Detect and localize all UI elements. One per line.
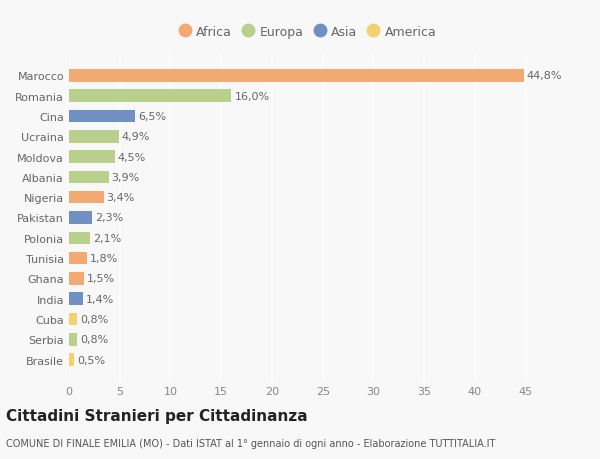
Bar: [69, 191, 104, 204]
Text: Cittadini Stranieri per Cittadinanza: Cittadini Stranieri per Cittadinanza: [6, 408, 308, 423]
Text: 3,4%: 3,4%: [107, 193, 135, 203]
Text: 2,3%: 2,3%: [95, 213, 124, 223]
Bar: [69, 293, 83, 305]
Text: 16,0%: 16,0%: [235, 91, 269, 101]
Legend: Africa, Europa, Asia, America: Africa, Europa, Asia, America: [175, 22, 440, 43]
Bar: [69, 151, 115, 163]
Bar: [69, 212, 92, 224]
Bar: [69, 252, 87, 265]
Text: 1,4%: 1,4%: [86, 294, 115, 304]
Bar: [69, 131, 119, 143]
Bar: [69, 90, 232, 103]
Text: COMUNE DI FINALE EMILIA (MO) - Dati ISTAT al 1° gennaio di ogni anno - Elaborazi: COMUNE DI FINALE EMILIA (MO) - Dati ISTA…: [6, 438, 496, 448]
Bar: [69, 313, 77, 325]
Text: 0,8%: 0,8%: [80, 335, 109, 345]
Bar: [69, 353, 74, 366]
Text: 4,9%: 4,9%: [122, 132, 150, 142]
Bar: [69, 273, 84, 285]
Text: 3,9%: 3,9%: [112, 173, 140, 183]
Text: 1,8%: 1,8%: [91, 253, 119, 263]
Text: 44,8%: 44,8%: [527, 71, 562, 81]
Bar: [69, 333, 77, 346]
Bar: [69, 111, 135, 123]
Text: 0,5%: 0,5%: [77, 355, 105, 365]
Text: 2,1%: 2,1%: [94, 233, 122, 243]
Bar: [69, 232, 91, 245]
Text: 4,5%: 4,5%: [118, 152, 146, 162]
Bar: [69, 171, 109, 184]
Text: 0,8%: 0,8%: [80, 314, 109, 325]
Text: 6,5%: 6,5%: [138, 112, 166, 122]
Bar: [69, 70, 524, 83]
Text: 1,5%: 1,5%: [87, 274, 115, 284]
